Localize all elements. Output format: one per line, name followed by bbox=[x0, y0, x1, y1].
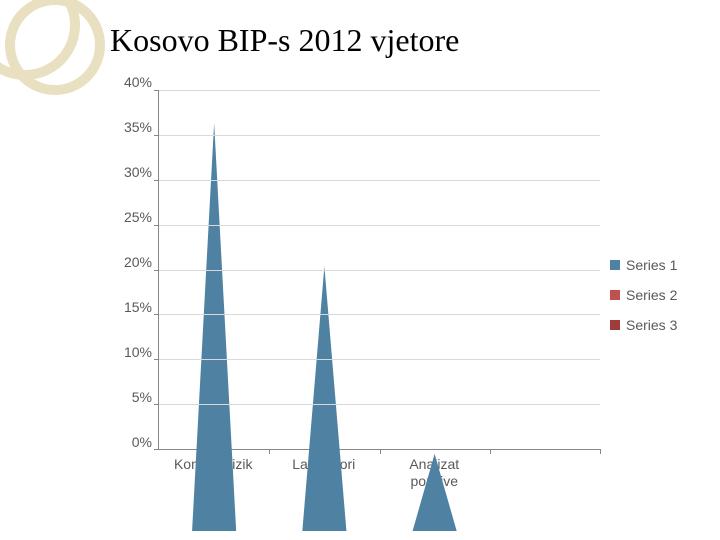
gridline bbox=[159, 90, 600, 91]
y-tick-mark bbox=[154, 90, 159, 91]
x-tick-mark bbox=[269, 449, 270, 454]
gridline bbox=[159, 270, 600, 271]
gridline bbox=[159, 225, 600, 226]
y-tick-mark bbox=[154, 180, 159, 181]
gridline bbox=[159, 180, 600, 181]
legend-item: Series 2 bbox=[610, 287, 700, 303]
data-peak bbox=[413, 454, 457, 531]
legend-label: Series 2 bbox=[626, 287, 677, 303]
y-tick-mark bbox=[154, 270, 159, 271]
data-peak bbox=[192, 123, 236, 531]
legend: Series 1 Series 2 Series 3 bbox=[600, 90, 700, 500]
y-tick-mark bbox=[154, 404, 159, 405]
x-tick-mark bbox=[490, 449, 491, 454]
legend-swatch bbox=[610, 290, 620, 300]
y-tick-mark bbox=[154, 225, 159, 226]
decor-rings bbox=[0, 0, 110, 110]
page-title: Kosovo BIP-s 2012 vjetore bbox=[110, 22, 459, 59]
data-peak bbox=[302, 266, 346, 531]
gridline bbox=[159, 404, 600, 405]
y-axis: 40%35%30%25%20%15%10%5%0% bbox=[110, 90, 158, 450]
x-tick-mark bbox=[600, 449, 601, 454]
gridline bbox=[159, 314, 600, 315]
legend-item: Series 3 bbox=[610, 317, 700, 333]
y-tick-mark bbox=[154, 314, 159, 315]
chart: 40%35%30%25%20%15%10%5%0% Kontrolli fizi… bbox=[110, 90, 700, 500]
plot-area bbox=[158, 90, 600, 450]
legend-label: Series 3 bbox=[626, 317, 677, 333]
y-tick-mark bbox=[154, 359, 159, 360]
legend-label: Series 1 bbox=[626, 257, 677, 273]
legend-swatch bbox=[610, 320, 620, 330]
data-series bbox=[159, 90, 600, 531]
gridline bbox=[159, 359, 600, 360]
legend-swatch bbox=[610, 260, 620, 270]
y-tick-mark bbox=[154, 135, 159, 136]
y-tick-mark bbox=[154, 449, 159, 450]
gridline bbox=[159, 135, 600, 136]
legend-item: Series 1 bbox=[610, 257, 700, 273]
x-tick-mark bbox=[380, 449, 381, 454]
